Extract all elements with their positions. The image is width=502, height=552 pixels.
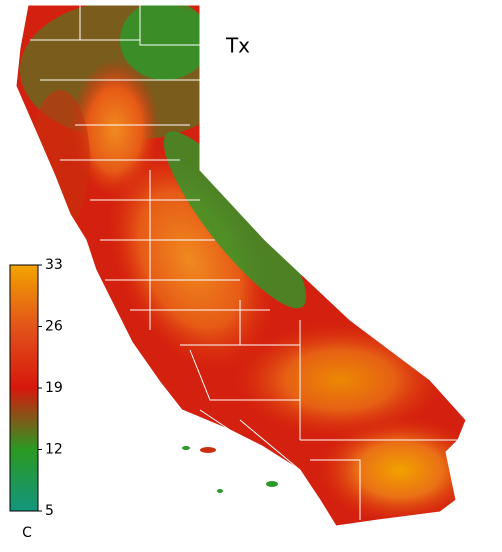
colorbar-tick-label: 33 <box>45 257 63 273</box>
colorbar-unit: C <box>22 525 32 541</box>
colorbar: C <box>9 264 39 541</box>
colorbar-tick-label: 5 <box>45 503 54 519</box>
map-title: Tx <box>225 34 250 58</box>
islands <box>182 446 278 493</box>
colorbar-scale <box>9 264 39 512</box>
colorbar-tick-label: 19 <box>45 380 63 396</box>
colorbar-tick-label: 26 <box>45 319 63 335</box>
state-outline <box>15 4 467 527</box>
colorbar-tick-label: 12 <box>45 442 63 458</box>
